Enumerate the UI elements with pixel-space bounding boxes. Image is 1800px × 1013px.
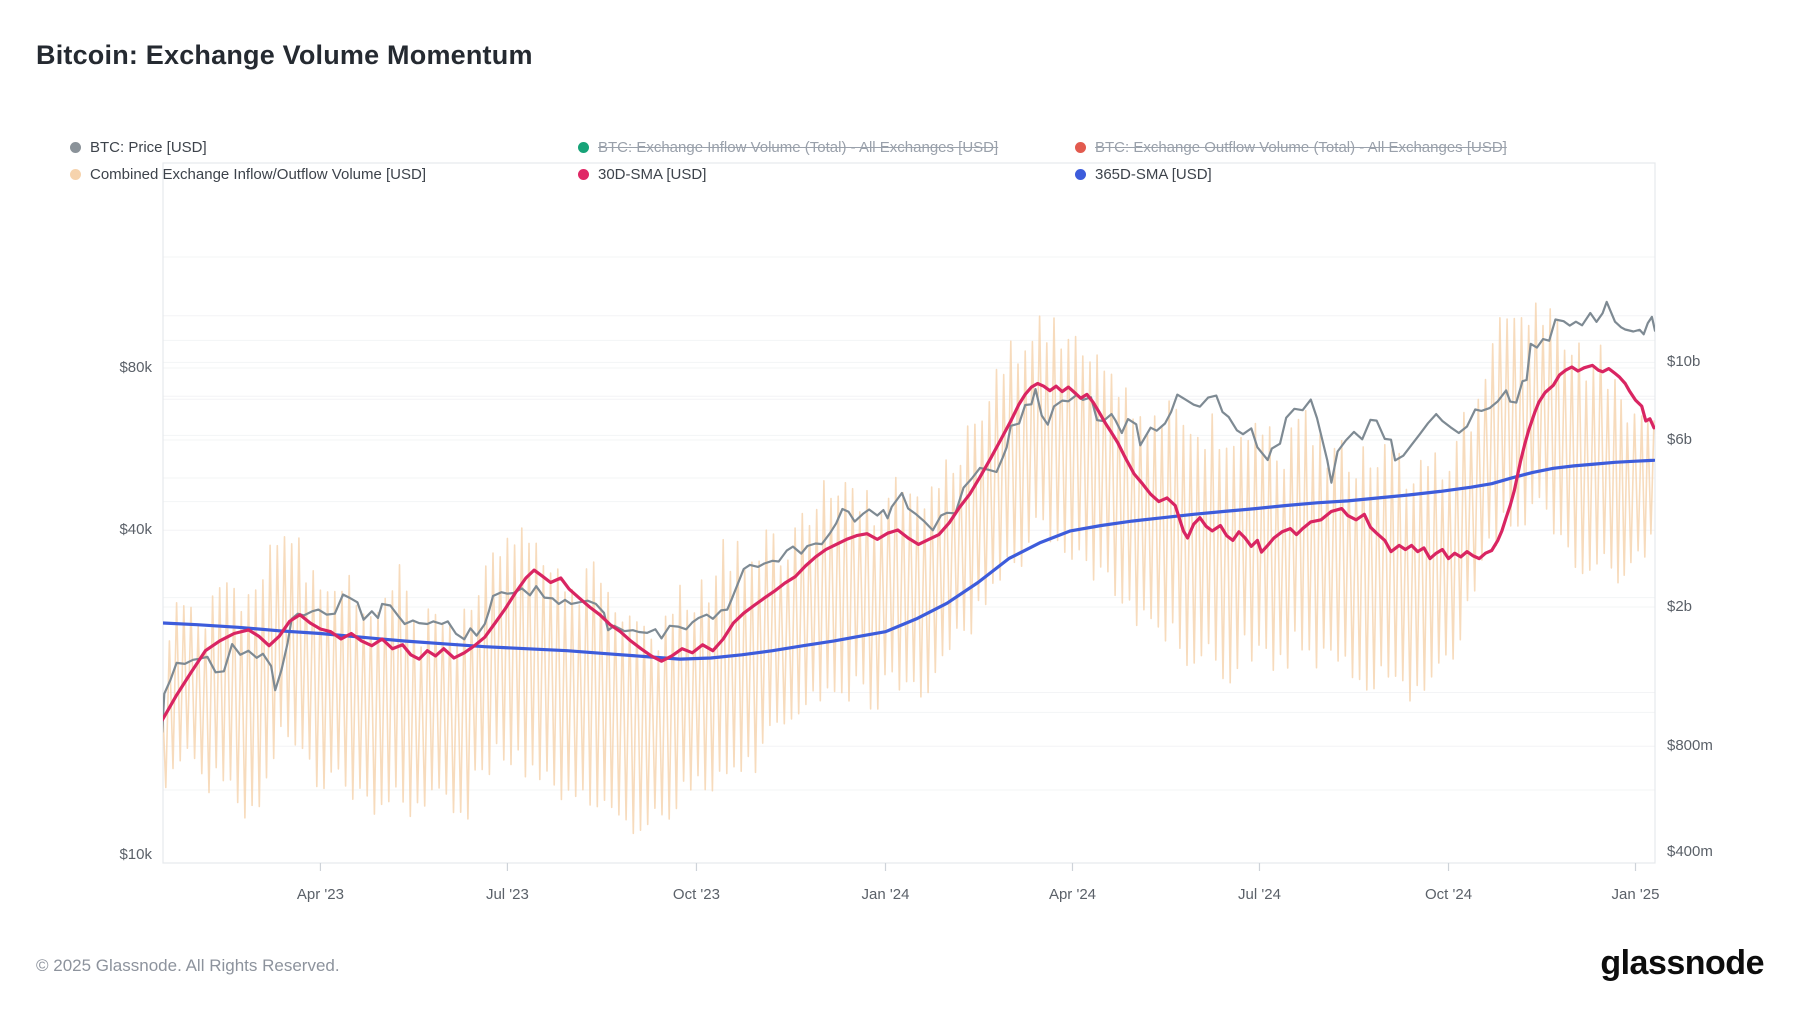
x-tick-label: Apr '23 <box>296 886 344 903</box>
y-right-tick-label: $2b <box>1667 598 1693 615</box>
legend-item[interactable]: BTC: Exchange Outflow Volume (Total) - A… <box>1075 139 1507 156</box>
x-tick-label: Jan '25 <box>1611 886 1660 903</box>
x-tick-label: Jul '23 <box>485 886 529 903</box>
y-right-tick-label: $400m <box>1667 842 1713 860</box>
legend-item[interactable]: 30D-SMA [USD] <box>578 166 706 183</box>
x-tick-label: Oct '24 <box>1424 886 1473 903</box>
x-tick-label: Jan '24 <box>861 886 910 903</box>
legend-label: BTC: Exchange Inflow Volume (Total) - Al… <box>598 139 999 156</box>
glassnode-logo[interactable]: glassnode <box>1600 944 1764 982</box>
legend-label: 365D-SMA [USD] <box>1095 166 1212 183</box>
legend-item[interactable]: Combined Exchange Inflow/Outflow Volume … <box>70 166 426 183</box>
y-left-tick-label: $10k <box>119 845 152 863</box>
x-tick-label: Jul '24 <box>1238 886 1281 903</box>
copyright-text: © 2025 Glassnode. All Rights Reserved. <box>36 956 340 975</box>
legend-item[interactable]: BTC: Exchange Inflow Volume (Total) - Al… <box>578 139 998 156</box>
x-tick-label: Oct '23 <box>672 886 720 903</box>
legend-dot-icon <box>578 169 589 180</box>
y-right-tick-label: $800m <box>1667 737 1713 755</box>
legend-dot-icon <box>70 142 81 153</box>
legend-dot-icon <box>1075 142 1086 153</box>
sma30-line <box>163 363 1655 722</box>
combined-volume-line <box>163 302 1655 835</box>
legend-label: 30D-SMA [USD] <box>598 166 707 183</box>
legend-item[interactable]: 365D-SMA [USD] <box>1075 166 1212 183</box>
y-left-tick-label: $40k <box>119 521 152 539</box>
y-right-tick-label: $6b <box>1667 431 1693 448</box>
x-tick-label: Apr '24 <box>1048 886 1097 903</box>
y-left-tick-label: $80k <box>119 359 152 376</box>
sma365-line <box>163 458 1655 661</box>
legend-item[interactable]: BTC: Price [USD] <box>70 139 207 156</box>
y-right-tick-label: $10b <box>1667 353 1701 371</box>
x-ticks <box>319 863 1637 871</box>
legend-dot-icon <box>1075 169 1086 180</box>
legend-label: BTC: Price [USD] <box>90 139 207 156</box>
legend-label: BTC: Exchange Outflow Volume (Total) - A… <box>1095 139 1507 156</box>
price-line <box>163 300 1655 733</box>
plot-border <box>162 162 1656 864</box>
legend-dot-icon <box>578 142 589 153</box>
legend-dot-icon <box>70 169 81 180</box>
page-title: Bitcoin: Exchange Volume Momentum <box>36 40 533 70</box>
legend-label: Combined Exchange Inflow/Outflow Volume … <box>90 166 426 183</box>
